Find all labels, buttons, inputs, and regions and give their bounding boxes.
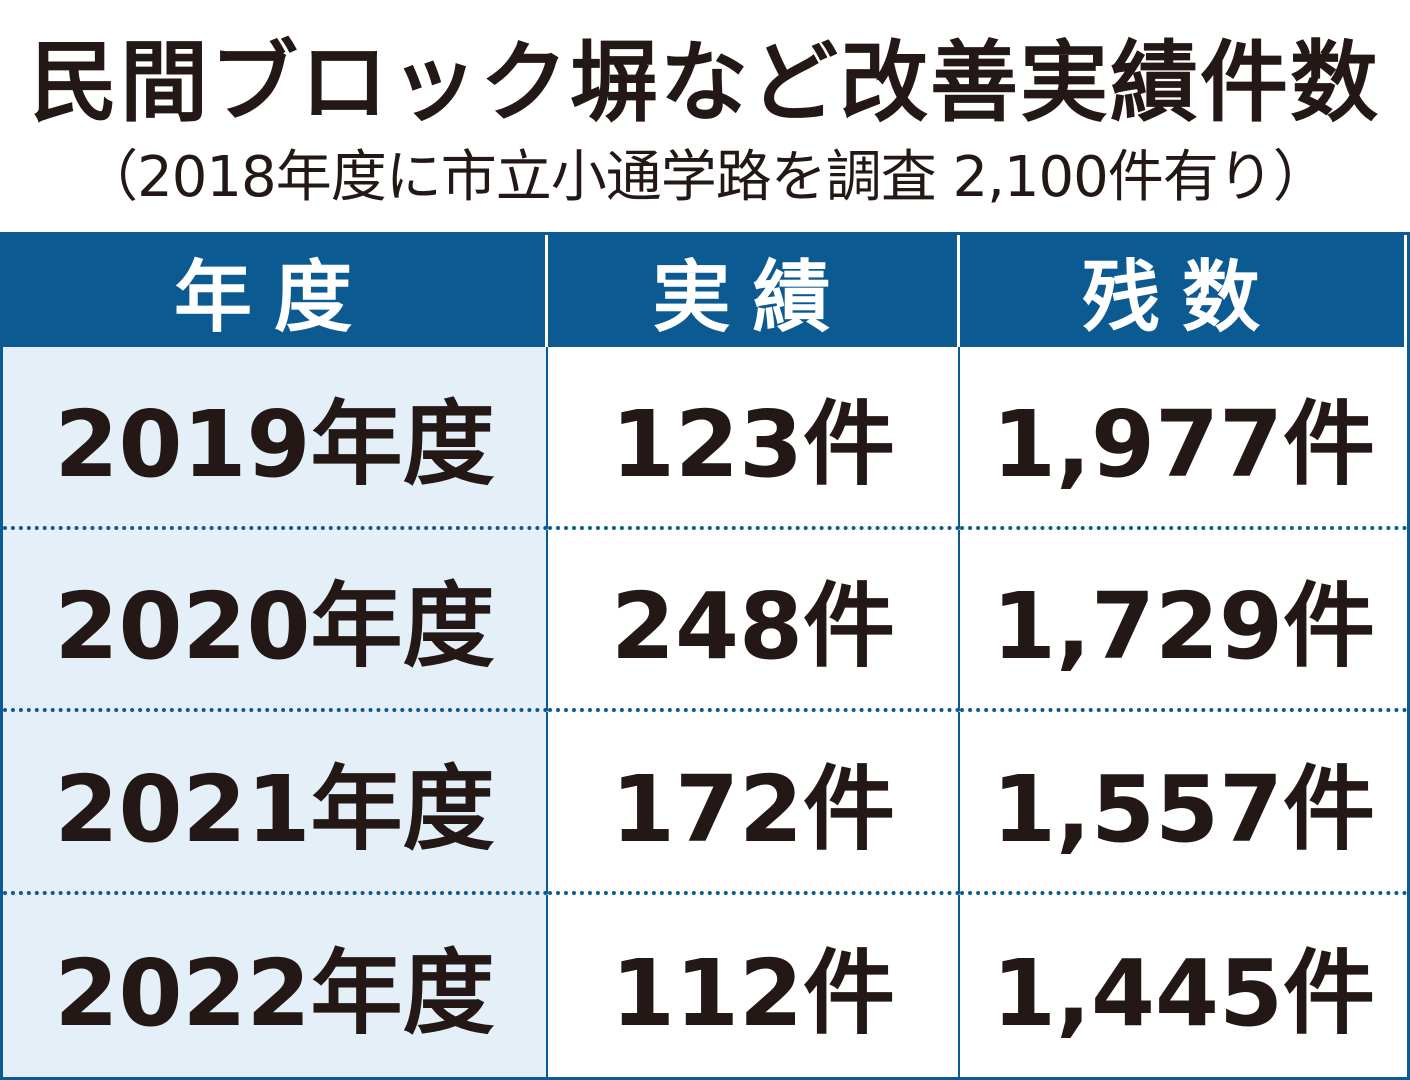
table-cell: 1,445件	[960, 894, 1407, 1077]
table-cell: 2020年度	[3, 529, 548, 712]
table-cell: 2019年度	[3, 347, 548, 530]
table-cell: 123件	[548, 347, 960, 530]
table-cell: 172件	[548, 712, 960, 895]
table: 年度 実績 残数 2019年度 123件 1,977件 2020年度 248件 1,729件 20…	[0, 232, 1410, 1080]
column-header: 年度	[3, 235, 548, 347]
subtitle: （2018年度に市立小通学路を調査 2,100件有り）	[82, 145, 1329, 210]
column-header: 残数	[960, 235, 1407, 347]
table-cell: 1,977件	[960, 347, 1407, 530]
table-cell: 112件	[548, 894, 960, 1077]
column-header: 実績	[548, 235, 960, 347]
table-cell: 1,557件	[960, 712, 1407, 895]
table-cell: 2022年度	[3, 894, 548, 1077]
title: 民間ブロック塀など改善実績件数	[29, 31, 1380, 134]
table-cell: 248件	[548, 529, 960, 712]
table-cell: 2021年度	[3, 712, 548, 895]
table-cell: 1,729件	[960, 529, 1407, 712]
